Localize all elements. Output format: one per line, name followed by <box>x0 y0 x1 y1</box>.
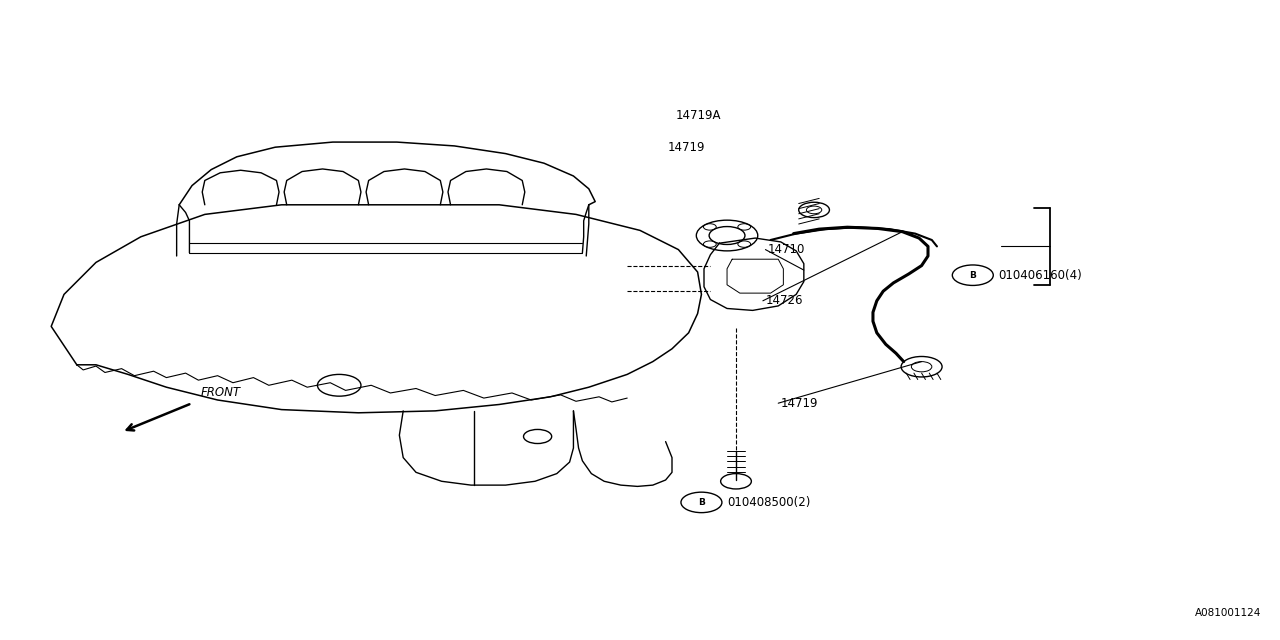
Text: FRONT: FRONT <box>201 386 241 399</box>
Text: 14726: 14726 <box>765 294 803 307</box>
Text: A081001124: A081001124 <box>1194 607 1261 618</box>
Text: 14719: 14719 <box>781 397 818 410</box>
Text: 010406160(4): 010406160(4) <box>998 269 1082 282</box>
Text: 14710: 14710 <box>768 243 805 256</box>
Text: B: B <box>969 271 977 280</box>
Text: 010408500(2): 010408500(2) <box>727 496 810 509</box>
Text: 14719A: 14719A <box>676 109 722 122</box>
Text: 14719: 14719 <box>668 141 705 154</box>
Text: B: B <box>698 498 705 507</box>
